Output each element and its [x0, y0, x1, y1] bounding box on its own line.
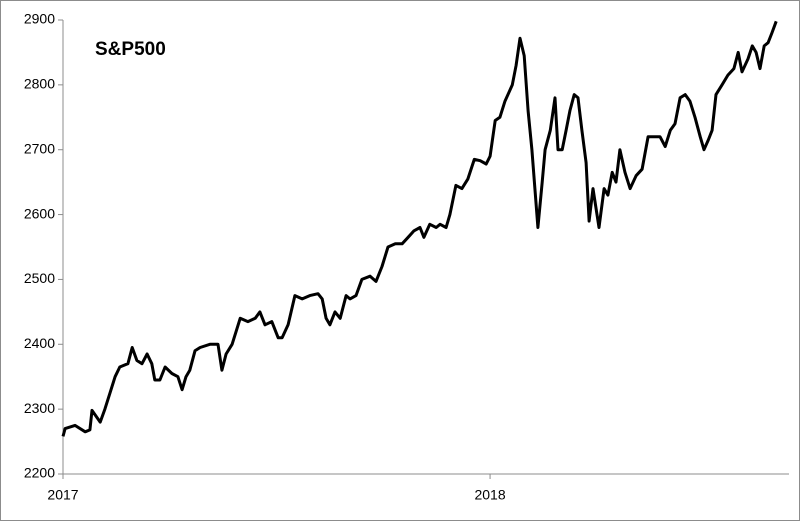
y-tick-label: 2400 — [24, 335, 55, 351]
y-tick-label: 2800 — [24, 76, 55, 92]
x-tick-label: 2017 — [47, 487, 78, 503]
y-tick-label: 2500 — [24, 270, 55, 286]
y-tick-label: 2300 — [24, 400, 55, 416]
chart-title: S&P500 — [95, 39, 166, 60]
y-tick-label: 2200 — [24, 465, 55, 481]
x-tick-label: 2018 — [474, 487, 505, 503]
y-tick-label: 2900 — [24, 11, 55, 27]
y-tick-label: 2700 — [24, 140, 55, 156]
line-series — [61, 20, 778, 437]
y-tick-label: 2600 — [24, 205, 55, 221]
